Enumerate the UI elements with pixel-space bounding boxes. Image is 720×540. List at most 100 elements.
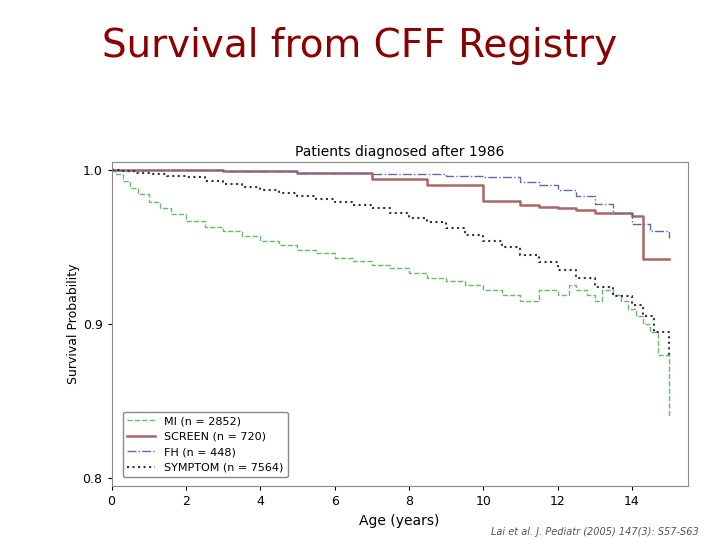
- MI (n = 2852): [442, 278, 451, 284]
- FH (n = 448): [330, 170, 339, 176]
- SCREEN (n = 720): [590, 210, 599, 216]
- FH (n = 448): [628, 220, 636, 227]
- SYMPTOM (n = 7564): [460, 231, 469, 238]
- SCREEN (n = 720): [639, 256, 647, 262]
- MI (n = 2852): [405, 270, 413, 276]
- FH (n = 448): [665, 234, 673, 241]
- FH (n = 448): [219, 168, 228, 174]
- Text: Lai et al. J. Pediatr (2005) 147(3): S57-S63: Lai et al. J. Pediatr (2005) 147(3): S57…: [490, 527, 698, 537]
- SYMPTOM (n = 7564): [442, 225, 451, 232]
- Line: SCREEN (n = 720): SCREEN (n = 720): [112, 170, 669, 259]
- MI (n = 2852): [479, 287, 487, 293]
- SYMPTOM (n = 7564): [256, 186, 264, 193]
- SCREEN (n = 720): [553, 205, 562, 212]
- FH (n = 448): [405, 171, 413, 178]
- FH (n = 448): [535, 182, 544, 188]
- SYMPTOM (n = 7564): [145, 171, 153, 178]
- FH (n = 448): [107, 166, 116, 173]
- MI (n = 2852): [219, 228, 228, 235]
- SYMPTOM (n = 7564): [238, 184, 246, 190]
- MI (n = 2852): [133, 191, 142, 198]
- MI (n = 2852): [293, 247, 302, 253]
- MI (n = 2852): [646, 328, 654, 335]
- SYMPTOM (n = 7564): [516, 251, 525, 258]
- SYMPTOM (n = 7564): [312, 196, 320, 202]
- FH (n = 448): [590, 200, 599, 207]
- SYMPTOM (n = 7564): [293, 193, 302, 199]
- SCREEN (n = 720): [572, 207, 580, 213]
- MI (n = 2852): [535, 287, 544, 293]
- MI (n = 2852): [312, 250, 320, 256]
- MI (n = 2852): [256, 238, 264, 244]
- X-axis label: Age (years): Age (years): [359, 514, 440, 528]
- SCREEN (n = 720): [423, 182, 432, 188]
- FH (n = 448): [609, 210, 618, 216]
- SYMPTOM (n = 7564): [181, 174, 190, 181]
- SCREEN (n = 720): [367, 176, 376, 182]
- MI (n = 2852): [590, 298, 599, 304]
- SYMPTOM (n = 7564): [107, 166, 116, 173]
- MI (n = 2852): [553, 292, 562, 298]
- SYMPTOM (n = 7564): [572, 274, 580, 281]
- MI (n = 2852): [624, 305, 632, 312]
- MI (n = 2852): [145, 199, 153, 205]
- MI (n = 2852): [111, 171, 120, 178]
- SCREEN (n = 720): [479, 197, 487, 204]
- SYMPTOM (n = 7564): [163, 173, 171, 179]
- MI (n = 2852): [107, 166, 116, 173]
- Line: SYMPTOM (n = 7564): SYMPTOM (n = 7564): [112, 170, 669, 355]
- SCREEN (n = 720): [535, 204, 544, 210]
- MI (n = 2852): [181, 218, 190, 224]
- SYMPTOM (n = 7564): [609, 293, 618, 300]
- FH (n = 448): [516, 179, 525, 185]
- SCREEN (n = 720): [107, 166, 116, 173]
- MI (n = 2852): [330, 254, 339, 261]
- SYMPTOM (n = 7564): [628, 302, 636, 309]
- FH (n = 448): [553, 186, 562, 193]
- MI (n = 2852): [126, 185, 135, 192]
- MI (n = 2852): [156, 205, 164, 212]
- SYMPTOM (n = 7564): [367, 205, 376, 212]
- Legend: MI (n = 2852), SCREEN (n = 720), FH (n = 448), SYMPTOM (n = 7564): MI (n = 2852), SCREEN (n = 720), FH (n =…: [123, 411, 288, 477]
- FH (n = 448): [181, 166, 190, 173]
- MI (n = 2852): [386, 265, 395, 272]
- SYMPTOM (n = 7564): [330, 199, 339, 205]
- MI (n = 2852): [631, 313, 640, 320]
- MI (n = 2852): [616, 298, 625, 304]
- FH (n = 448): [479, 174, 487, 181]
- MI (n = 2852): [348, 258, 357, 264]
- Line: FH (n = 448): FH (n = 448): [112, 170, 669, 238]
- SYMPTOM (n = 7564): [219, 180, 228, 187]
- MI (n = 2852): [639, 321, 647, 327]
- FH (n = 448): [256, 168, 264, 174]
- Y-axis label: Survival Probability: Survival Probability: [67, 264, 80, 384]
- Text: Survival from CFF Registry: Survival from CFF Registry: [102, 27, 618, 65]
- MI (n = 2852): [238, 233, 246, 239]
- MI (n = 2852): [423, 274, 432, 281]
- SCREEN (n = 720): [163, 166, 171, 173]
- MI (n = 2852): [564, 282, 573, 289]
- SYMPTOM (n = 7564): [553, 267, 562, 273]
- MI (n = 2852): [498, 292, 506, 298]
- MI (n = 2852): [654, 352, 662, 358]
- SCREEN (n = 720): [293, 170, 302, 176]
- SYMPTOM (n = 7564): [423, 219, 432, 225]
- SYMPTOM (n = 7564): [665, 352, 673, 358]
- MI (n = 2852): [274, 242, 283, 248]
- SCREEN (n = 720): [628, 213, 636, 219]
- MI (n = 2852): [118, 177, 127, 184]
- FH (n = 448): [293, 170, 302, 176]
- SYMPTOM (n = 7564): [405, 214, 413, 221]
- SYMPTOM (n = 7564): [118, 168, 127, 174]
- Line: MI (n = 2852): MI (n = 2852): [112, 170, 669, 416]
- FH (n = 448): [145, 166, 153, 173]
- FH (n = 448): [367, 171, 376, 178]
- MI (n = 2852): [583, 292, 592, 298]
- SYMPTOM (n = 7564): [650, 328, 659, 335]
- SYMPTOM (n = 7564): [130, 170, 138, 176]
- SYMPTOM (n = 7564): [590, 284, 599, 290]
- Title: Patients diagnosed after 1986: Patients diagnosed after 1986: [295, 145, 504, 159]
- SCREEN (n = 720): [219, 168, 228, 174]
- SYMPTOM (n = 7564): [639, 313, 647, 320]
- SYMPTOM (n = 7564): [274, 190, 283, 196]
